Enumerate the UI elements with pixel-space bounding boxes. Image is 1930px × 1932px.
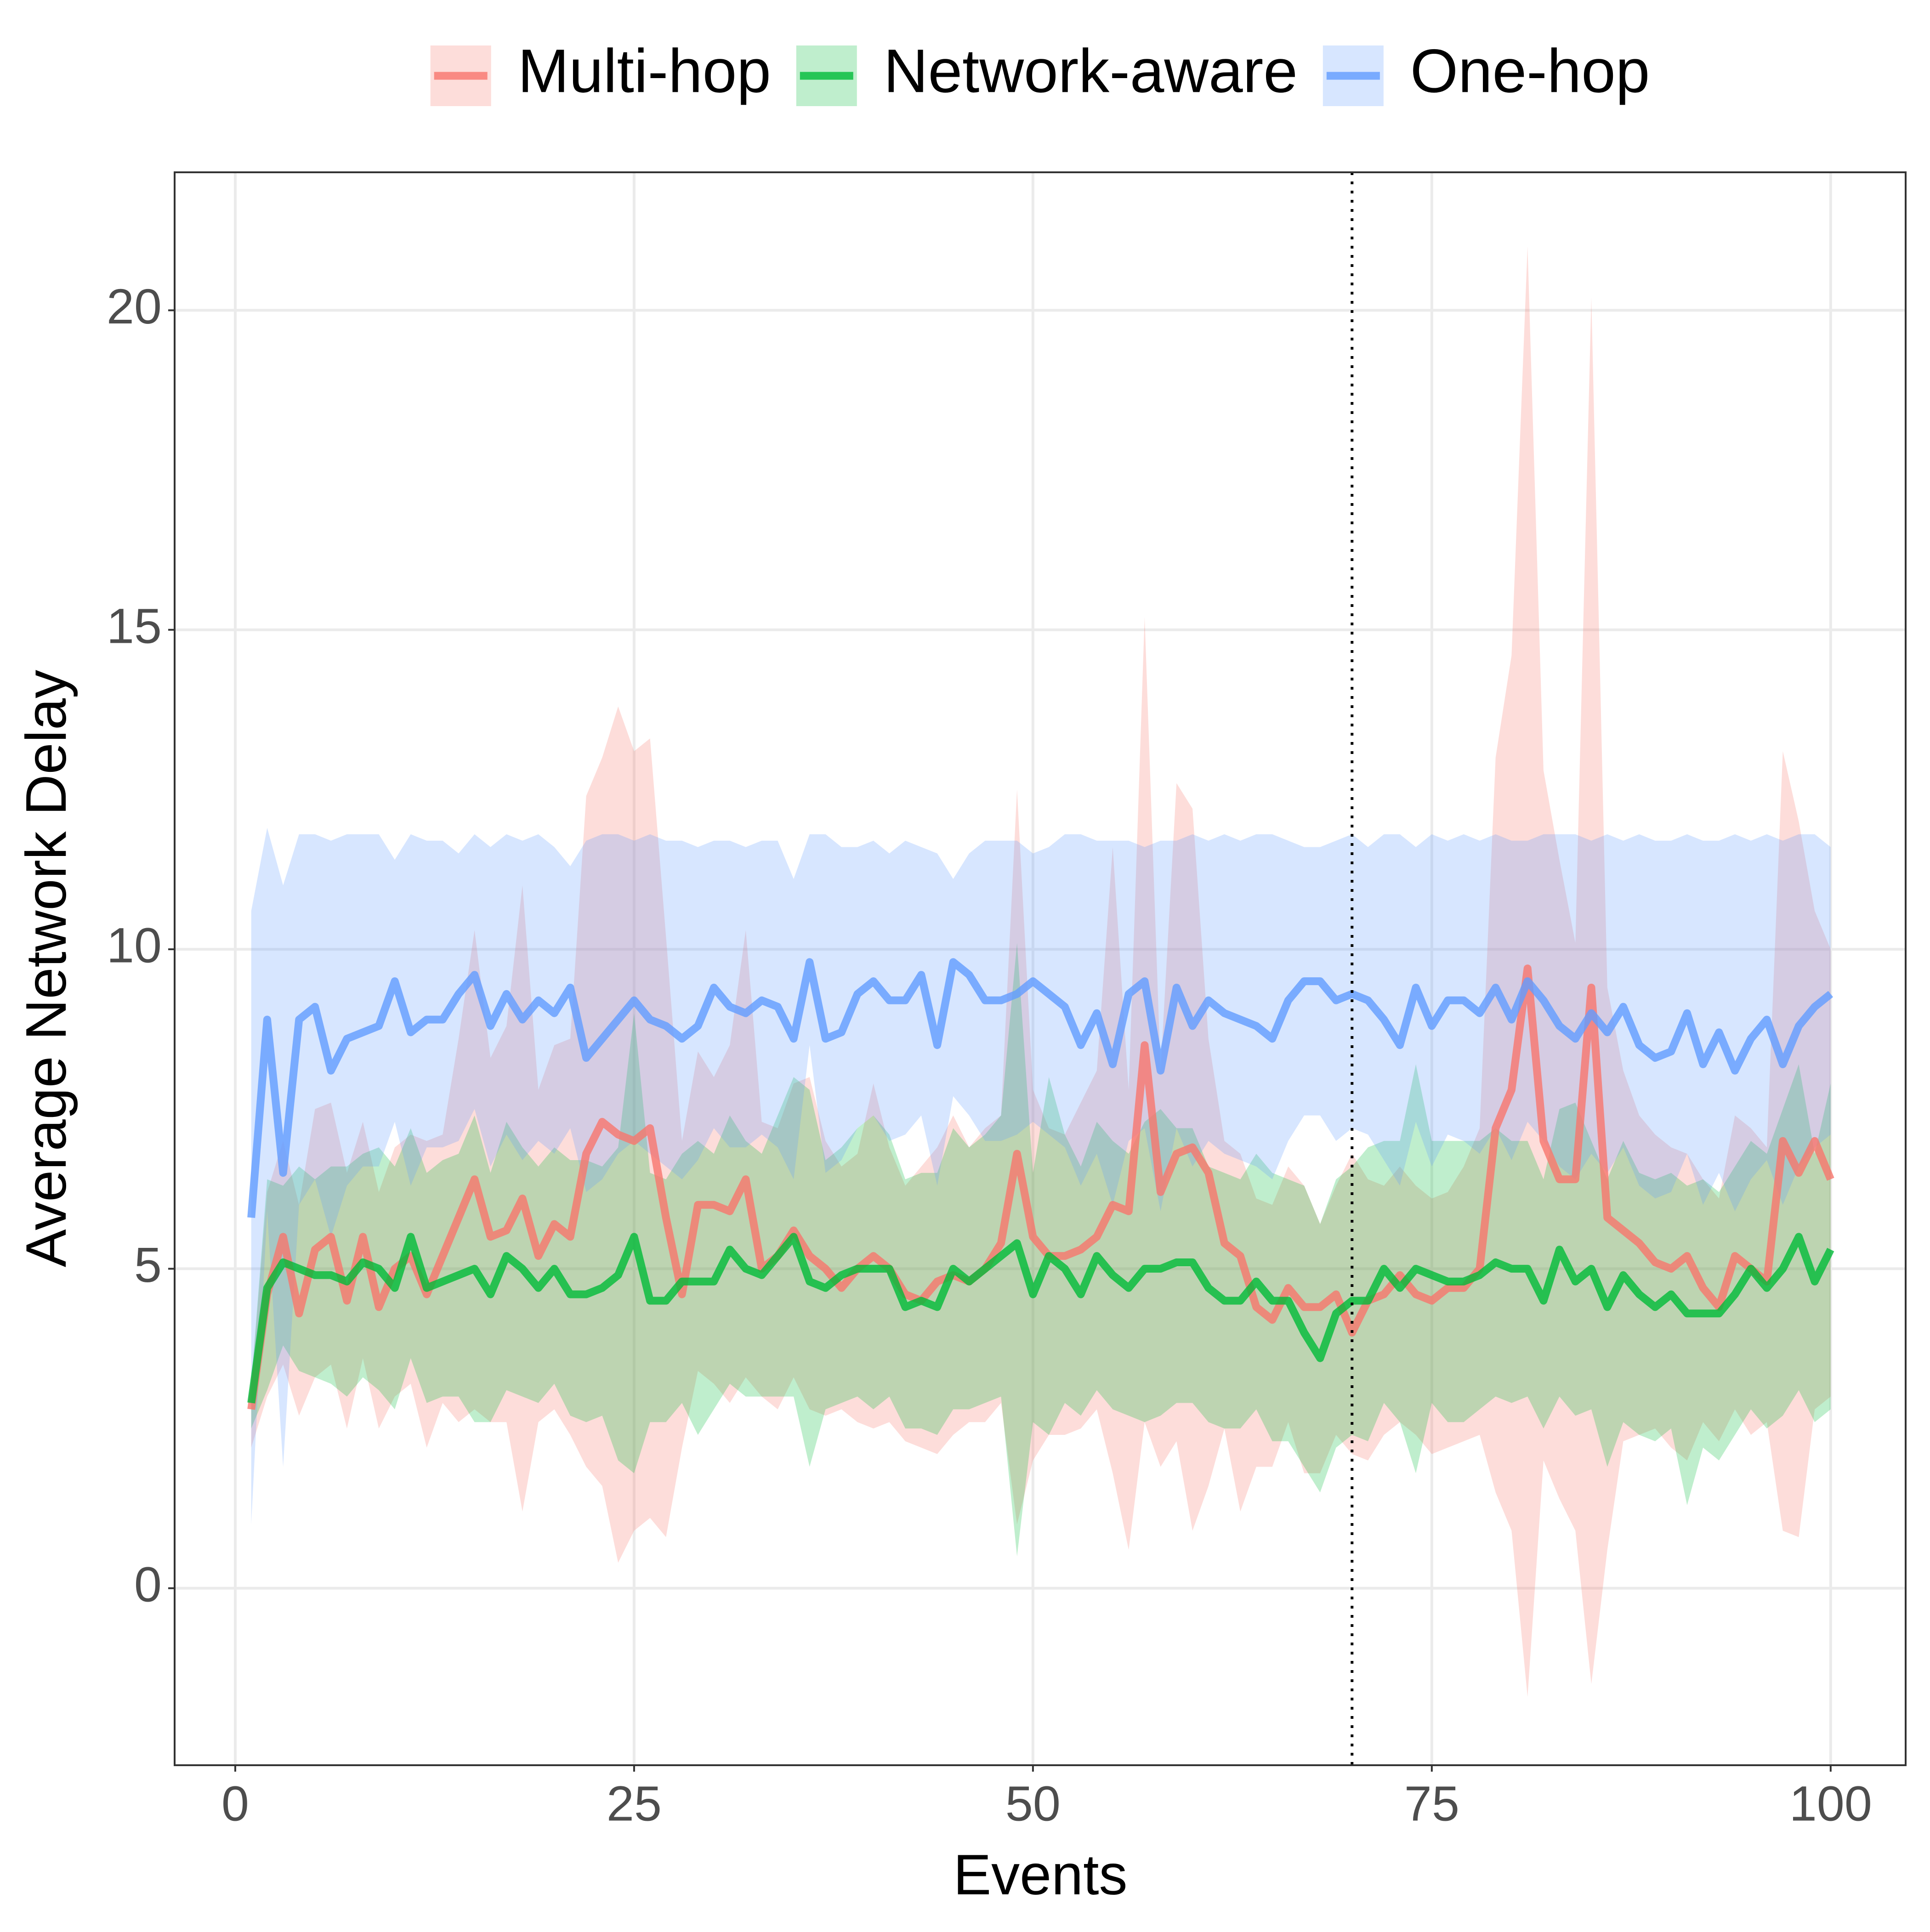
x-tick-label: 25	[607, 1776, 662, 1831]
y-axis-title: Average Network Delay	[15, 670, 78, 1267]
axes: 0 5 10 15 20 0 25 50 75 100	[107, 171, 1907, 1831]
legend-label: Multi-hop	[518, 37, 771, 105]
x-tick-label: 50	[1005, 1776, 1061, 1831]
plot-area	[247, 172, 1834, 1765]
line	[247, 1233, 1834, 1404]
panel-border	[174, 171, 1907, 1766]
x-tick-label: 0	[221, 1776, 249, 1831]
legend: Multi-hop Network-aware One-hop	[430, 37, 1650, 106]
x-tick-label: 100	[1789, 1776, 1872, 1831]
ribbon	[251, 246, 1831, 1697]
x-axis-title: Events	[953, 1843, 1127, 1907]
y-tick-label: 5	[134, 1237, 162, 1292]
y-tick-label: 20	[107, 278, 162, 334]
ribbon	[251, 827, 1831, 1524]
line	[247, 964, 1834, 1410]
line	[247, 958, 1834, 1218]
x-tick-label: 75	[1404, 1776, 1459, 1831]
y-tick-label: 10	[107, 918, 162, 973]
y-tick-label: 15	[107, 598, 162, 653]
y-tick-label: 0	[134, 1556, 162, 1612]
legend-label: Network-aware	[884, 37, 1298, 105]
legend-label: One-hop	[1410, 37, 1650, 105]
